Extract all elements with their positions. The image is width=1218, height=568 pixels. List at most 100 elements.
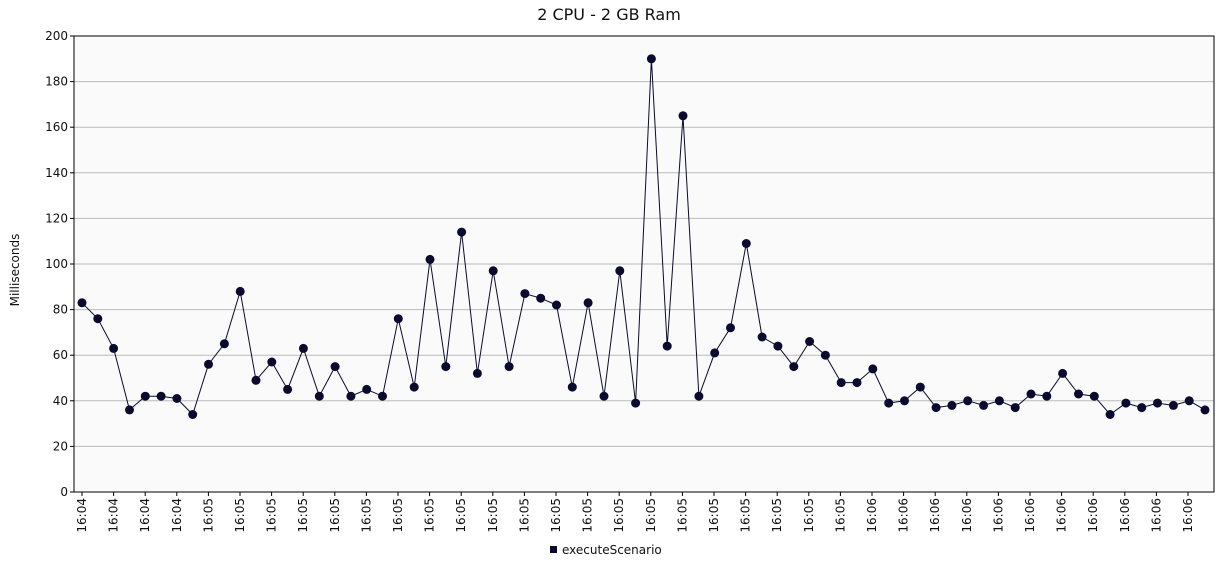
data-point bbox=[283, 384, 293, 394]
y-axis-ticks: 0 20 40 60 80 100 120 140 160 180 200 bbox=[45, 29, 74, 499]
x-tick-label: 16:04 bbox=[138, 498, 152, 533]
data-point bbox=[836, 378, 846, 388]
data-point bbox=[235, 286, 245, 296]
data-point bbox=[1074, 389, 1083, 399]
y-tick-label: 200 bbox=[45, 29, 68, 43]
data-point bbox=[219, 339, 229, 349]
x-tick-label: 16:05 bbox=[517, 498, 531, 533]
x-tick-label: 16:05 bbox=[802, 498, 816, 533]
data-point bbox=[1105, 410, 1115, 419]
x-tick-label: 16:05 bbox=[644, 498, 658, 533]
data-point bbox=[646, 54, 656, 64]
x-tick-label: 16:05 bbox=[833, 498, 847, 533]
data-point bbox=[172, 394, 182, 403]
data-point bbox=[662, 341, 672, 351]
data-point bbox=[1010, 403, 1020, 413]
x-tick-label: 16:05 bbox=[359, 498, 373, 533]
y-tick-label: 120 bbox=[45, 211, 68, 225]
x-tick-label: 16:05 bbox=[675, 498, 689, 533]
x-tick-label: 16:05 bbox=[454, 498, 468, 533]
data-point bbox=[773, 341, 783, 351]
x-tick-label: 16:06 bbox=[1181, 498, 1195, 533]
data-point bbox=[267, 357, 277, 367]
data-point bbox=[457, 227, 467, 237]
x-tick-label: 16:05 bbox=[581, 498, 595, 533]
x-tick-label: 16:06 bbox=[991, 498, 1005, 533]
x-tick-label: 16:06 bbox=[865, 498, 879, 533]
data-point bbox=[378, 391, 387, 401]
data-point bbox=[1153, 398, 1162, 408]
x-tick-label: 16:06 bbox=[960, 498, 974, 533]
y-tick-label: 20 bbox=[53, 439, 68, 453]
x-tick-label: 16:05 bbox=[486, 498, 500, 533]
data-point bbox=[900, 396, 909, 406]
data-point bbox=[441, 362, 451, 372]
chart-title: 2 CPU - 2 GB Ram bbox=[537, 5, 681, 24]
data-point bbox=[583, 298, 593, 308]
data-point bbox=[504, 362, 514, 372]
data-point bbox=[963, 396, 973, 406]
x-tick-label: 16:05 bbox=[391, 498, 405, 533]
data-point bbox=[1137, 403, 1147, 413]
data-point bbox=[979, 400, 989, 410]
data-point bbox=[726, 323, 735, 333]
legend: executeScenario bbox=[550, 543, 662, 557]
data-point bbox=[741, 239, 751, 248]
data-point bbox=[615, 266, 625, 276]
data-point bbox=[694, 391, 704, 401]
y-tick-label: 80 bbox=[53, 303, 68, 317]
data-point bbox=[298, 343, 308, 353]
data-point bbox=[789, 362, 799, 372]
data-point bbox=[1058, 368, 1068, 378]
data-point bbox=[805, 337, 815, 346]
x-tick-label: 16:04 bbox=[75, 498, 89, 533]
legend-marker bbox=[550, 546, 557, 553]
y-tick-label: 40 bbox=[53, 394, 68, 408]
data-point bbox=[1026, 389, 1036, 399]
x-tick-label: 16:06 bbox=[897, 498, 911, 533]
data-point bbox=[251, 375, 261, 385]
x-tick-label: 16:05 bbox=[707, 498, 721, 533]
data-point bbox=[362, 384, 372, 394]
data-point bbox=[520, 289, 530, 299]
x-tick-label: 16:05 bbox=[296, 498, 310, 533]
x-tick-label: 16:05 bbox=[265, 498, 279, 533]
data-point bbox=[678, 111, 688, 121]
x-tick-label: 16:06 bbox=[1023, 498, 1037, 533]
x-tick-label: 16:05 bbox=[549, 498, 563, 533]
x-tick-label: 16:06 bbox=[928, 498, 942, 533]
x-tick-label: 16:04 bbox=[107, 498, 121, 533]
data-point bbox=[1089, 391, 1099, 401]
data-point bbox=[125, 405, 134, 415]
x-tick-label: 16:06 bbox=[1055, 498, 1069, 533]
data-point bbox=[552, 300, 561, 310]
data-point bbox=[994, 396, 1004, 406]
data-point bbox=[931, 403, 941, 413]
x-tick-label: 16:06 bbox=[1149, 498, 1163, 533]
data-point bbox=[947, 400, 957, 410]
data-point bbox=[204, 359, 213, 369]
x-tick-label: 16:05 bbox=[423, 498, 437, 533]
data-point bbox=[472, 368, 482, 378]
data-point bbox=[425, 254, 435, 264]
data-point bbox=[1184, 396, 1194, 406]
x-tick-label: 16:05 bbox=[770, 498, 784, 533]
data-point bbox=[1168, 400, 1178, 410]
data-point bbox=[314, 391, 324, 401]
data-point bbox=[488, 266, 498, 276]
x-tick-label: 16:05 bbox=[233, 498, 247, 533]
y-axis-label: Milliseconds bbox=[8, 234, 22, 307]
data-point bbox=[868, 364, 878, 374]
y-tick-label: 100 bbox=[45, 257, 68, 271]
data-point bbox=[1042, 391, 1052, 401]
plot-border bbox=[73, 35, 1215, 493]
data-point bbox=[599, 391, 609, 401]
data-point bbox=[757, 332, 767, 342]
data-point bbox=[93, 314, 103, 324]
data-point bbox=[109, 343, 119, 353]
x-tick-label: 16:05 bbox=[739, 498, 753, 533]
data-point bbox=[330, 362, 340, 372]
x-tick-label: 16:06 bbox=[1118, 498, 1132, 533]
x-tick-label: 16:05 bbox=[201, 498, 215, 533]
